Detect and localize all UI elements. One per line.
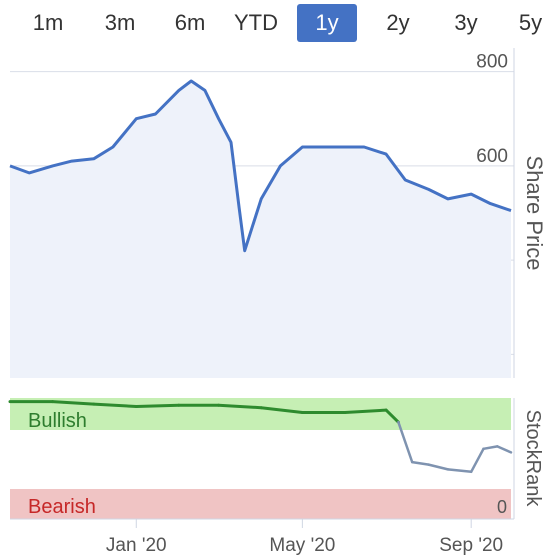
stockrank-zero-tick: 0	[497, 497, 507, 517]
stockrank-line-segment	[397, 420, 414, 464]
bullish-label: Bullish	[28, 410, 87, 432]
stockrank-line-segment	[410, 460, 430, 466]
stockrank-line-segment	[496, 445, 513, 454]
x-tick-label: Jan '20	[106, 535, 167, 556]
stockrank-line-segment	[469, 447, 485, 474]
stockrank-line-segment	[343, 408, 388, 414]
x-tick-label: Sep '20	[439, 535, 503, 556]
stockrank-line-segment	[427, 463, 450, 471]
stockrank-line-segment	[259, 406, 304, 414]
bearish-zone	[10, 489, 511, 519]
price-tick-label: 800	[476, 52, 508, 73]
stockrank-line-segment	[446, 468, 473, 474]
tab-1m[interactable]: 1m	[32, 10, 64, 35]
price-line	[9, 79, 512, 253]
tab-1y[interactable]: 1y	[297, 4, 357, 42]
price-tick-label: 600	[476, 146, 508, 167]
stockrank-line-segment	[134, 403, 181, 408]
stockrank-line-segment	[92, 402, 138, 408]
price-stockrank-chart[interactable]: 200400600800 Share Price Bullish Bearish…	[0, 48, 558, 559]
stockrank-axis-label: StockRank	[522, 410, 544, 508]
stockrank-line-segment	[217, 403, 263, 410]
range-tabs: 1m 3m 6m YTD 1y 2y 3y 5y	[0, 0, 558, 48]
tab-2y[interactable]: 2y	[386, 10, 410, 35]
tab-6m[interactable]: 6m	[174, 10, 206, 35]
stockrank-line-segment	[482, 445, 499, 451]
price-axis-label: Share Price	[522, 156, 547, 271]
stockrank-panel: Bullish Bearish 0 StockRank	[8, 398, 544, 519]
price-panel: 200400600800 Share Price	[9, 48, 547, 378]
tab-ytd[interactable]: YTD	[234, 10, 278, 35]
bearish-label: Bearish	[28, 496, 96, 518]
tab-3y[interactable]: 3y	[454, 10, 478, 35]
x-tick-label: May '20	[269, 535, 335, 556]
tab-3m[interactable]: 3m	[104, 10, 136, 35]
stockrank-line-segment	[384, 408, 400, 424]
stockrank-line-segment	[51, 400, 96, 406]
tab-5y[interactable]: 5y	[518, 10, 543, 35]
